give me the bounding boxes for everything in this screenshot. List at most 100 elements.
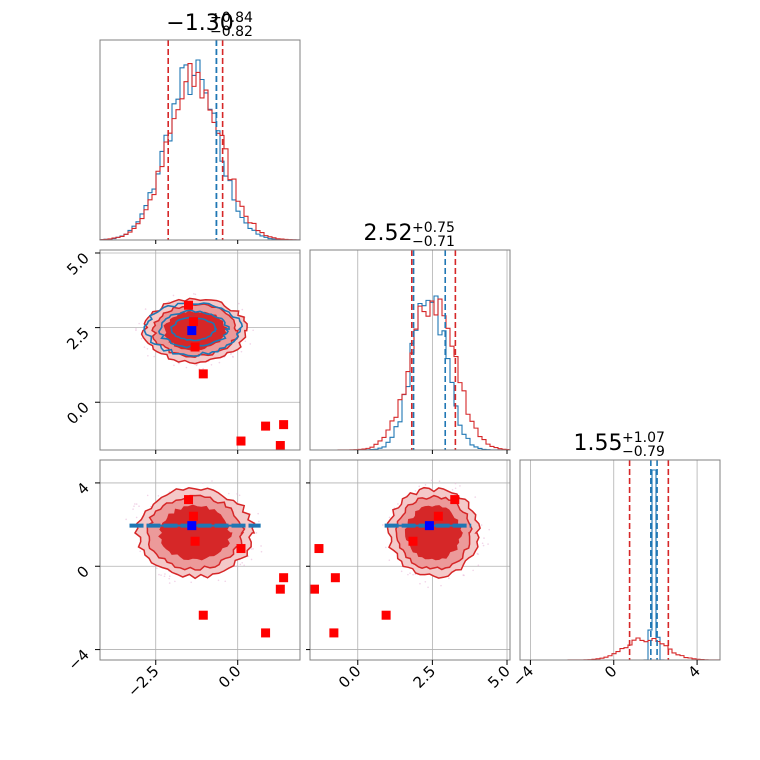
sample-point [185, 366, 188, 369]
sample-point [480, 524, 483, 526]
sample-point [174, 580, 176, 583]
marker-red [314, 544, 324, 554]
sample-point [160, 574, 162, 576]
marker-red [236, 436, 246, 446]
marker-blue [187, 521, 197, 531]
sample-point [255, 532, 258, 534]
histogram-p1 [310, 250, 511, 451]
sample-point [135, 329, 137, 332]
sample-point [164, 573, 166, 575]
marker-red [184, 495, 194, 505]
marker-red [275, 441, 285, 450]
sample-point [146, 494, 149, 497]
sample-point [388, 559, 391, 562]
sample-point [173, 364, 175, 367]
sample-point [152, 565, 155, 568]
sample-point [459, 485, 461, 487]
sample-point [172, 294, 175, 297]
x-tick-label: 4 [684, 662, 703, 681]
axes-frame-0-2 [99, 459, 301, 661]
sample-point [252, 329, 254, 332]
marker-red [190, 536, 200, 546]
sample-point [477, 564, 480, 567]
sample-point [462, 574, 465, 576]
sample-point [146, 347, 149, 350]
marker-red [198, 369, 208, 379]
sample-point [474, 496, 477, 498]
sample-point [163, 575, 166, 578]
sample-point [488, 528, 490, 531]
y-tick-label: 0 [73, 562, 92, 581]
hist-red-p0 [99, 63, 301, 241]
scatter-panel-1-2 [310, 460, 510, 660]
sample-point [257, 512, 259, 515]
sample-point [250, 548, 253, 550]
marker-red [275, 584, 285, 594]
sample-point [157, 495, 160, 497]
sample-point [440, 584, 442, 587]
sample-point [195, 364, 198, 367]
marker-red [329, 628, 339, 638]
axes-frame-p2 [519, 459, 721, 661]
title-p2-plus: +1.07 [622, 430, 665, 446]
axes-frame-p1 [309, 249, 511, 451]
axes-frame-0-1 [99, 249, 301, 451]
sample-point [418, 485, 421, 488]
sample-point [238, 494, 241, 497]
sample-point [235, 565, 238, 567]
marker-red [184, 300, 194, 310]
marker-red [188, 511, 198, 521]
sample-point [125, 518, 127, 521]
sample-point [143, 346, 146, 348]
axes-frame-p0 [99, 39, 301, 241]
sample-point [138, 322, 140, 325]
sample-point [384, 546, 387, 549]
sample-point [134, 503, 136, 505]
sample-point [168, 300, 170, 303]
contour-red-inner [158, 504, 233, 561]
x-tick-label: −2.5 [124, 662, 162, 700]
sample-point [236, 493, 238, 495]
sample-point [482, 544, 485, 547]
marker-red [279, 573, 289, 583]
x-tick-label: 0.0 [335, 662, 365, 692]
sample-point [218, 361, 221, 364]
sample-point [400, 570, 403, 573]
sample-point [144, 308, 147, 310]
sample-point [133, 505, 135, 508]
sample-point [454, 487, 457, 490]
contour-blue-inner [170, 316, 218, 342]
scatter-panel-0-1 [100, 250, 300, 450]
sample-point [202, 482, 204, 485]
marker-red [261, 421, 271, 431]
x-tick-label: 0 [601, 662, 620, 681]
sample-point [451, 489, 454, 491]
sample-point [424, 580, 427, 583]
hist-blue-p1 [310, 295, 511, 451]
x-tick-label: −4 [509, 662, 537, 690]
sample-point [158, 573, 160, 576]
sample-point [168, 575, 171, 578]
sample-point [472, 569, 474, 572]
sample-point [135, 516, 138, 519]
title-p1-minus: −0.71 [412, 234, 455, 250]
sample-point [132, 508, 134, 510]
sample-point [228, 492, 230, 495]
y-tick-label: 2.5 [63, 324, 93, 354]
marker-red [433, 511, 443, 521]
marker-red [198, 610, 208, 620]
sample-point [476, 552, 479, 555]
sample-point [239, 563, 242, 566]
sample-point [194, 293, 197, 296]
sample-point [260, 550, 263, 553]
sample-point [412, 573, 414, 576]
hist-red-p2 [520, 637, 721, 661]
sample-point [230, 353, 232, 355]
sample-point [210, 364, 213, 366]
marker-red [408, 536, 418, 546]
sample-point [168, 577, 171, 580]
sample-point [244, 340, 247, 343]
title-p1-plus: +0.75 [412, 220, 455, 236]
title-p0-median: −1.30 [166, 11, 233, 36]
